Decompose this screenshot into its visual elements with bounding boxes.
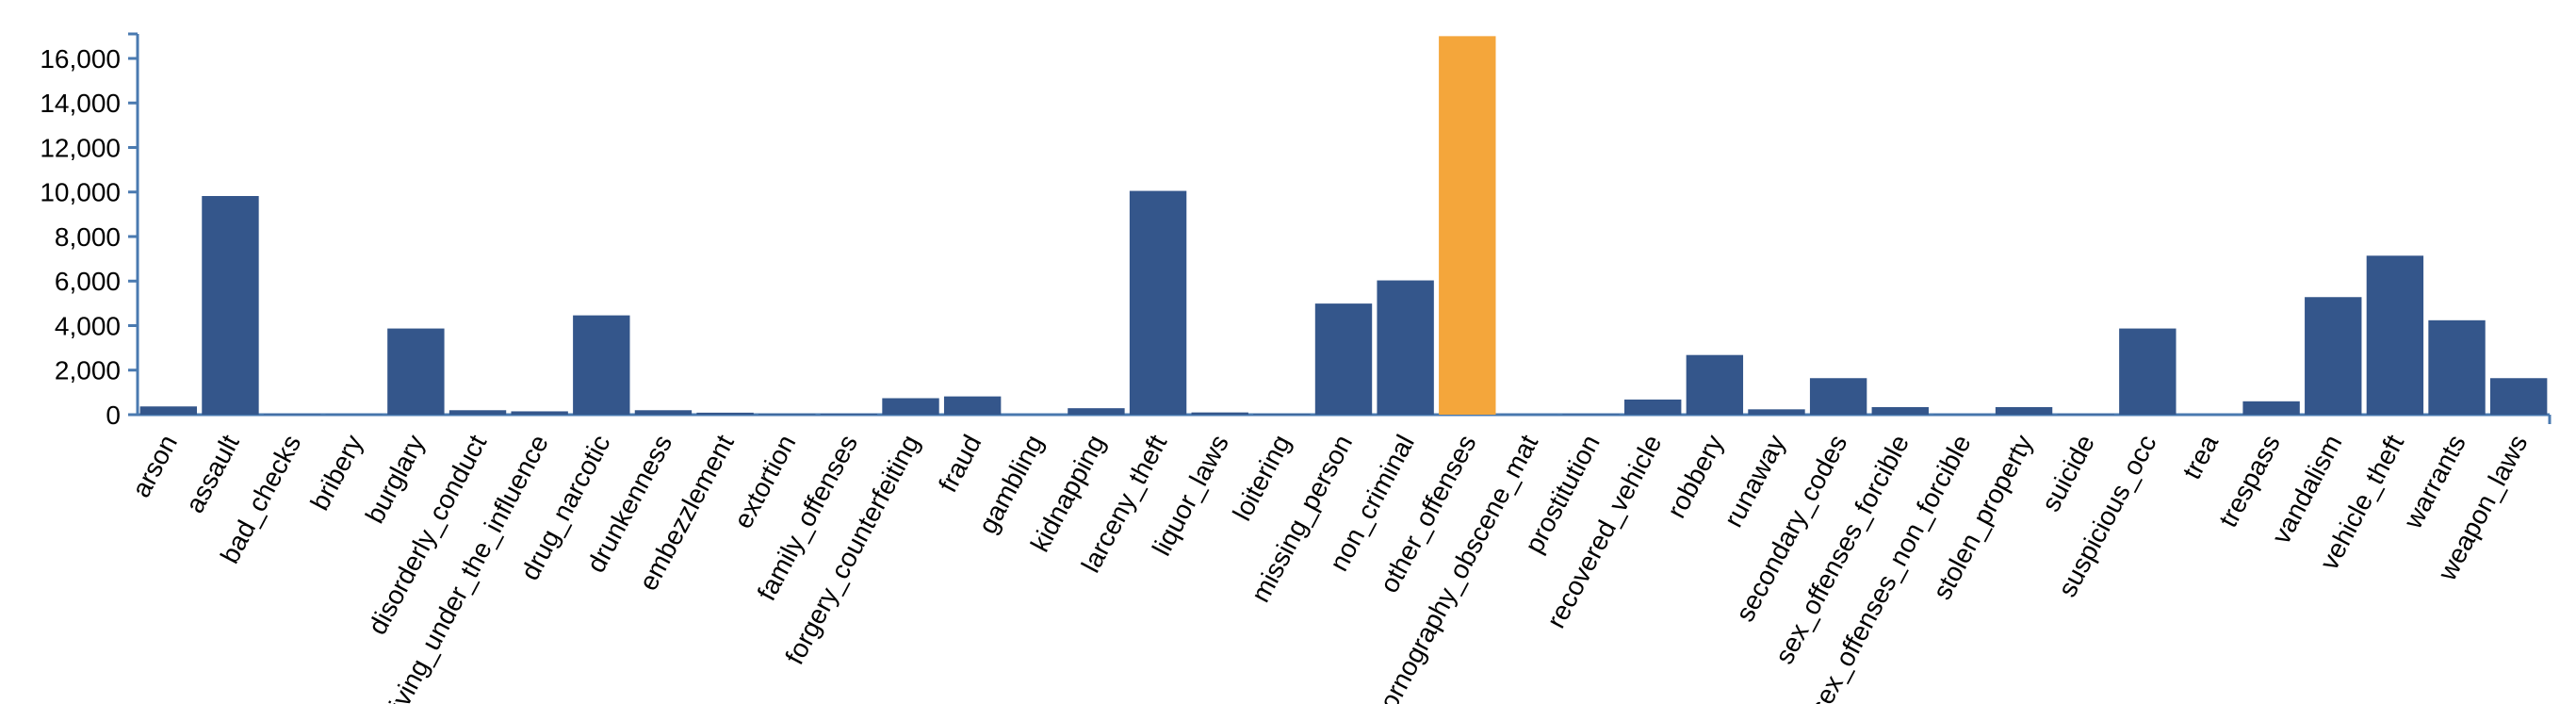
y-tick-label: 10,000 xyxy=(40,178,121,207)
bar xyxy=(2242,401,2300,415)
y-tick-label: 14,000 xyxy=(40,89,121,118)
bar xyxy=(1068,408,1125,415)
bar xyxy=(511,411,568,415)
x-tick-label: burglary xyxy=(360,430,431,528)
bar xyxy=(1377,280,1434,415)
bar xyxy=(1129,190,1187,415)
y-tick-label: 8,000 xyxy=(55,222,121,252)
y-tick-label: 16,000 xyxy=(40,44,121,74)
bar xyxy=(758,414,816,415)
bar xyxy=(1748,409,1805,415)
bar xyxy=(2428,319,2486,415)
bar xyxy=(139,406,198,415)
bar xyxy=(882,398,939,415)
bar xyxy=(696,412,754,415)
bar xyxy=(573,315,630,415)
x-tick-label: fraud xyxy=(933,430,986,497)
bar xyxy=(387,328,445,415)
bar xyxy=(2366,255,2424,415)
bar xyxy=(2119,328,2177,415)
bar xyxy=(1253,414,1311,415)
x-tick-label: assault xyxy=(180,430,245,517)
x-tick-label: suicide xyxy=(2036,430,2100,516)
bar xyxy=(634,410,693,415)
bar xyxy=(2305,297,2362,415)
x-tick-label: trea xyxy=(2177,430,2224,484)
y-tick-label: 4,000 xyxy=(55,311,121,340)
bar xyxy=(1624,399,1682,415)
x-tick-label: arson xyxy=(126,430,183,501)
bar xyxy=(1995,406,2053,415)
bar xyxy=(1871,406,1929,415)
x-tick-label: secondary_codes xyxy=(1730,430,1852,626)
x-tick-label: bribery xyxy=(304,430,368,515)
bar xyxy=(448,410,507,415)
x-tick-label: recovered_vehicle xyxy=(1541,430,1667,632)
bar xyxy=(1809,378,1867,415)
y-tick-label: 0 xyxy=(106,401,121,430)
bar xyxy=(943,396,1002,415)
x-tick-label: loitering xyxy=(1227,430,1296,525)
y-tick-label: 6,000 xyxy=(55,267,121,296)
x-tick-label: robbery xyxy=(1661,430,1729,522)
bar xyxy=(1314,303,1373,415)
bar xyxy=(202,195,259,415)
bar xyxy=(1686,354,1744,415)
bar xyxy=(2489,378,2548,415)
y-tick-label: 12,000 xyxy=(40,133,121,162)
bar xyxy=(820,414,878,415)
bar xyxy=(1191,412,1248,415)
y-tick-label: 2,000 xyxy=(55,356,121,385)
bar xyxy=(1439,36,1496,415)
